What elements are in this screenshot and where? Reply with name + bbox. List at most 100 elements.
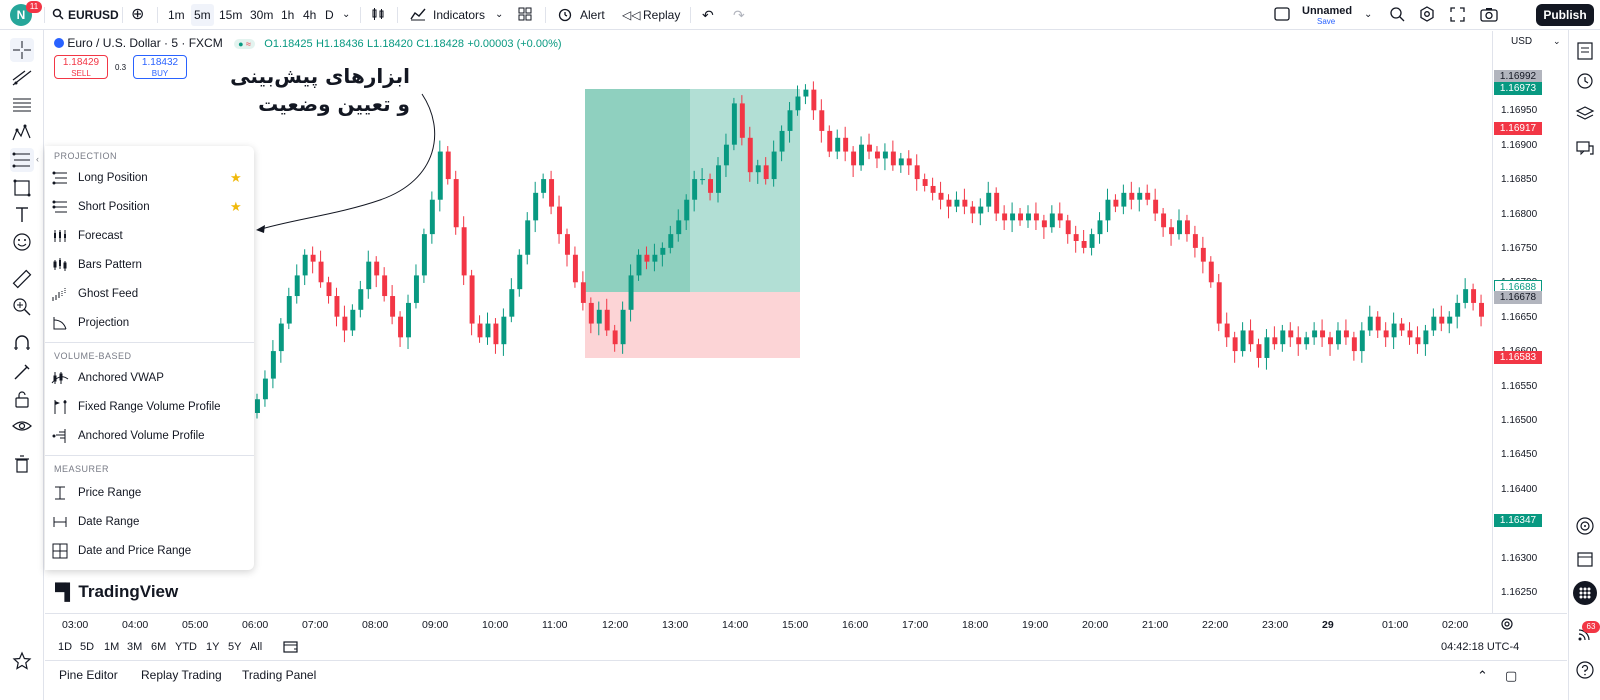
indicators-button[interactable]: Indicators <box>433 8 486 22</box>
trash-icon[interactable] <box>10 452 34 476</box>
timeframe-5m[interactable]: 5m <box>191 4 214 26</box>
price-chart[interactable] <box>45 31 1492 613</box>
fib-retracement-icon[interactable] <box>10 93 34 117</box>
range-button-1y[interactable]: 1Y <box>206 641 220 653</box>
sell-button[interactable]: 1.18429 SELL <box>54 55 108 79</box>
compare-symbol-icon[interactable]: ⊕ <box>131 6 145 23</box>
chevron-down-icon[interactable]: ⌄ <box>495 9 504 20</box>
alerts-clock-icon[interactable] <box>1573 69 1597 93</box>
watchlist-icon[interactable] <box>1573 39 1597 63</box>
buy-button[interactable]: 1.18432 BUY <box>133 55 187 79</box>
camera-icon[interactable] <box>1480 0 1498 30</box>
alert-icon[interactable] <box>557 0 573 30</box>
shapes-icon[interactable] <box>10 176 34 200</box>
clock-timezone[interactable]: 04:42:18 UTC-4 <box>1441 641 1520 653</box>
menu-item-anchored-vwap[interactable]: Anchored VWAP <box>45 364 254 392</box>
quick-search-icon[interactable] <box>1389 0 1405 30</box>
eye-icon[interactable] <box>10 414 34 438</box>
timeframe-d[interactable]: D <box>325 8 334 22</box>
favorite-star-icon[interactable]: ★ <box>230 199 242 214</box>
chat-icon[interactable] <box>1573 137 1597 161</box>
symbol-name[interactable]: EURUSD <box>68 8 119 22</box>
candle-body <box>1391 323 1397 338</box>
candle-body <box>819 110 825 131</box>
magnet-icon[interactable] <box>10 332 34 356</box>
range-button-ytd[interactable]: YTD <box>175 641 197 653</box>
tab-trading-panel[interactable]: Trading Panel <box>242 668 317 682</box>
timeframe-1m[interactable]: 1m <box>168 8 185 22</box>
menu-item-price-range[interactable]: Price Range <box>45 479 254 507</box>
ruler-icon[interactable] <box>10 267 34 291</box>
currency-label[interactable]: USD <box>1511 36 1533 47</box>
market-status-icon[interactable]: ● ≈ <box>234 39 255 49</box>
menu-item-date-range[interactable]: Date Range <box>45 508 254 536</box>
go-to-date-icon[interactable] <box>283 640 299 657</box>
layout-grid-icon[interactable] <box>518 0 532 30</box>
collapse-panel-icon[interactable]: ⌃ <box>1477 668 1488 683</box>
menu-item-anchored-volume-profile[interactable]: Anchored Volume Profile <box>45 422 254 450</box>
collapse-chevron-icon[interactable]: ‹ <box>36 154 39 164</box>
timeframe-15m[interactable]: 15m <box>219 8 243 22</box>
text-tool-icon[interactable] <box>10 203 34 227</box>
undo-icon[interactable]: ↶ <box>702 7 714 23</box>
tab-replay-trading[interactable]: Replay Trading <box>141 668 222 682</box>
settings-gear-icon[interactable] <box>1419 0 1435 30</box>
menu-item-projection[interactable]: Projection <box>45 309 254 337</box>
timeframe-1h[interactable]: 1h <box>281 8 295 22</box>
range-button-1m[interactable]: 1M <box>104 641 120 653</box>
projection-tools-icon[interactable] <box>10 148 34 172</box>
layout-name[interactable]: Unnamed <box>1302 5 1353 17</box>
menu-item-short-position[interactable]: Short Position ★ <box>45 193 254 221</box>
fullscreen-icon[interactable] <box>1450 0 1465 30</box>
calendar-icon[interactable] <box>1573 547 1597 571</box>
redo-icon[interactable]: ↷ <box>733 7 745 23</box>
chevron-down-icon[interactable]: ⌄ <box>1553 36 1561 46</box>
target-icon[interactable] <box>1573 514 1597 538</box>
long-position-loss-zone[interactable] <box>585 292 800 358</box>
emoji-icon[interactable] <box>10 230 34 254</box>
layers-icon[interactable] <box>1573 102 1597 126</box>
symbol-search-icon[interactable] <box>52 0 64 30</box>
indicators-icon[interactable] <box>410 0 426 30</box>
menu-item-ghost-feed[interactable]: Ghost Feed <box>45 280 254 308</box>
menu-item-long-position[interactable]: Long Position ★ <box>45 164 254 192</box>
layout-icon[interactable] <box>1274 0 1290 30</box>
timeframe-4h[interactable]: 4h <box>303 8 317 22</box>
candle-body <box>716 165 721 193</box>
chart-settings-gear-icon[interactable] <box>1500 617 1514 634</box>
range-button-all[interactable]: All <box>250 641 263 653</box>
range-button-3m[interactable]: 3M <box>127 641 143 653</box>
zoom-in-icon[interactable] <box>10 295 34 319</box>
stay-drawing-icon[interactable] <box>10 360 34 384</box>
range-button-1d[interactable]: 1D <box>58 641 73 653</box>
alert-button[interactable]: Alert <box>580 8 605 22</box>
chevron-down-icon[interactable]: ⌄ <box>1364 9 1373 20</box>
crosshair-icon[interactable] <box>10 38 34 62</box>
range-button-5d[interactable]: 5D <box>80 641 95 653</box>
replay-icon[interactable]: ◁◁ <box>622 8 641 22</box>
menu-item-date-and-price-range[interactable]: Date and Price Range <box>45 537 254 565</box>
time-tick-label: 18:00 <box>962 619 989 631</box>
favorites-star-icon[interactable] <box>10 649 34 673</box>
range-button-5y[interactable]: 5Y <box>228 641 242 653</box>
apps-grid-icon[interactable] <box>1573 581 1597 605</box>
chevron-down-icon[interactable]: ⌄ <box>342 9 351 20</box>
time-axis[interactable]: 03:00 04:00 05:00 06:00 07:00 08:00 09:00 10:00… <box>45 613 1567 637</box>
timeframe-30m[interactable]: 30m <box>250 8 274 22</box>
publish-button[interactable]: Publish <box>1536 4 1594 26</box>
range-button-6m[interactable]: 6M <box>151 641 167 653</box>
menu-item-forecast[interactable]: Forecast <box>45 222 254 250</box>
patterns-icon[interactable] <box>10 121 34 145</box>
candles-icon[interactable] <box>371 0 385 30</box>
trend-line-icon[interactable] <box>10 66 34 90</box>
favorite-star-icon[interactable]: ★ <box>230 170 242 185</box>
help-icon[interactable] <box>1573 658 1597 682</box>
maximize-panel-icon[interactable]: ▢ <box>1505 668 1518 683</box>
fixed-range-volume-icon <box>54 400 67 414</box>
price-axis[interactable]: USD ⌄ 1.170001.169501.169001.168501.1680… <box>1492 31 1567 613</box>
lock-icon[interactable] <box>10 387 34 411</box>
tab-pine-editor[interactable]: Pine Editor <box>59 668 118 682</box>
menu-item-fixed-range-volume-profile[interactable]: Fixed Range Volume Profile <box>45 393 254 421</box>
replay-button[interactable]: Replay <box>643 8 681 22</box>
menu-item-bars-pattern[interactable]: Bars Pattern <box>45 251 254 279</box>
